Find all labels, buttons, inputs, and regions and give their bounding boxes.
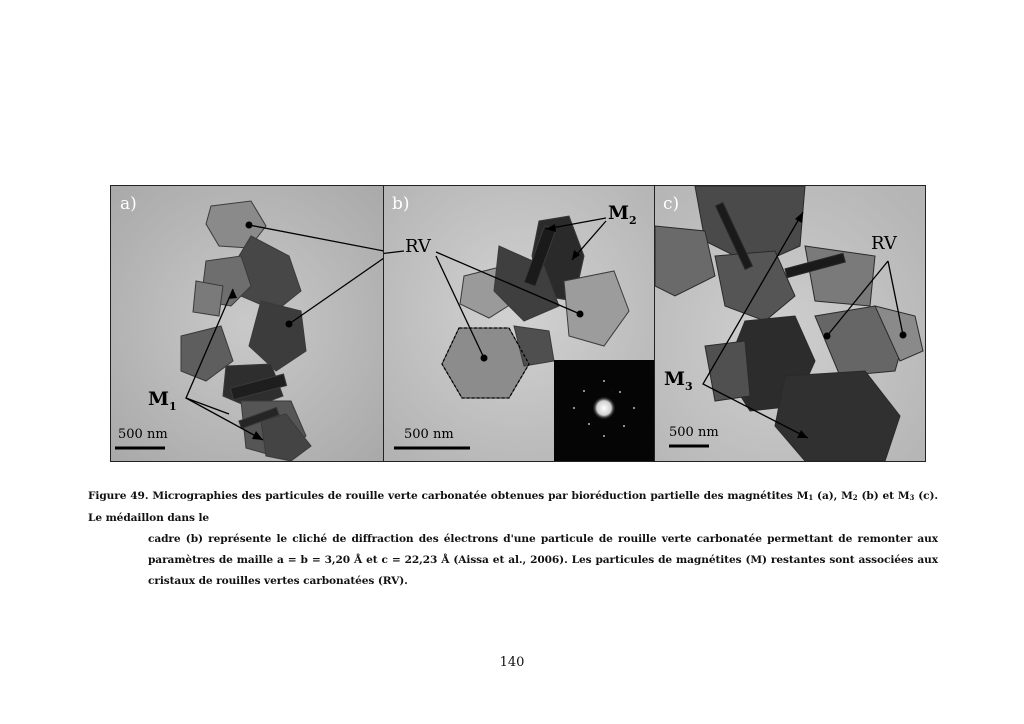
panel-c-m3-label: M3 [664,368,693,393]
caption-body: cadre (b) représente le cliché de diffra… [148,533,938,587]
panel-a-micrograph [111,186,383,461]
panel-b-micrograph: · [384,186,654,461]
panel-c-micrograph [655,186,925,461]
figure-caption: Figure 49. Micrographies des particules … [88,486,938,592]
panel-a-scale-label: 500 nm [118,427,168,442]
panel-a-label: a) [120,194,137,214]
panel-a-m1-label: M1 [148,388,177,413]
panel-c [655,186,925,461]
panel-c-label: c) [663,194,680,214]
svg-text:·: · [612,388,613,393]
panel-b-m2-label: M2 [608,202,637,227]
panel-b-label: b) [392,194,410,214]
panel-a [111,186,384,461]
panel-b-rv-label: RV [405,236,431,257]
micrograph-figure: · [110,185,926,462]
panel-c-rv-label: RV [871,233,897,254]
caption-first-line: Figure 49. Micrographies des particules … [88,490,938,524]
page-number: 140 [499,655,525,670]
panel-b: · [384,186,655,461]
panel-c-scale-label: 500 nm [669,425,719,440]
panel-b-scale-label: 500 nm [404,427,454,442]
